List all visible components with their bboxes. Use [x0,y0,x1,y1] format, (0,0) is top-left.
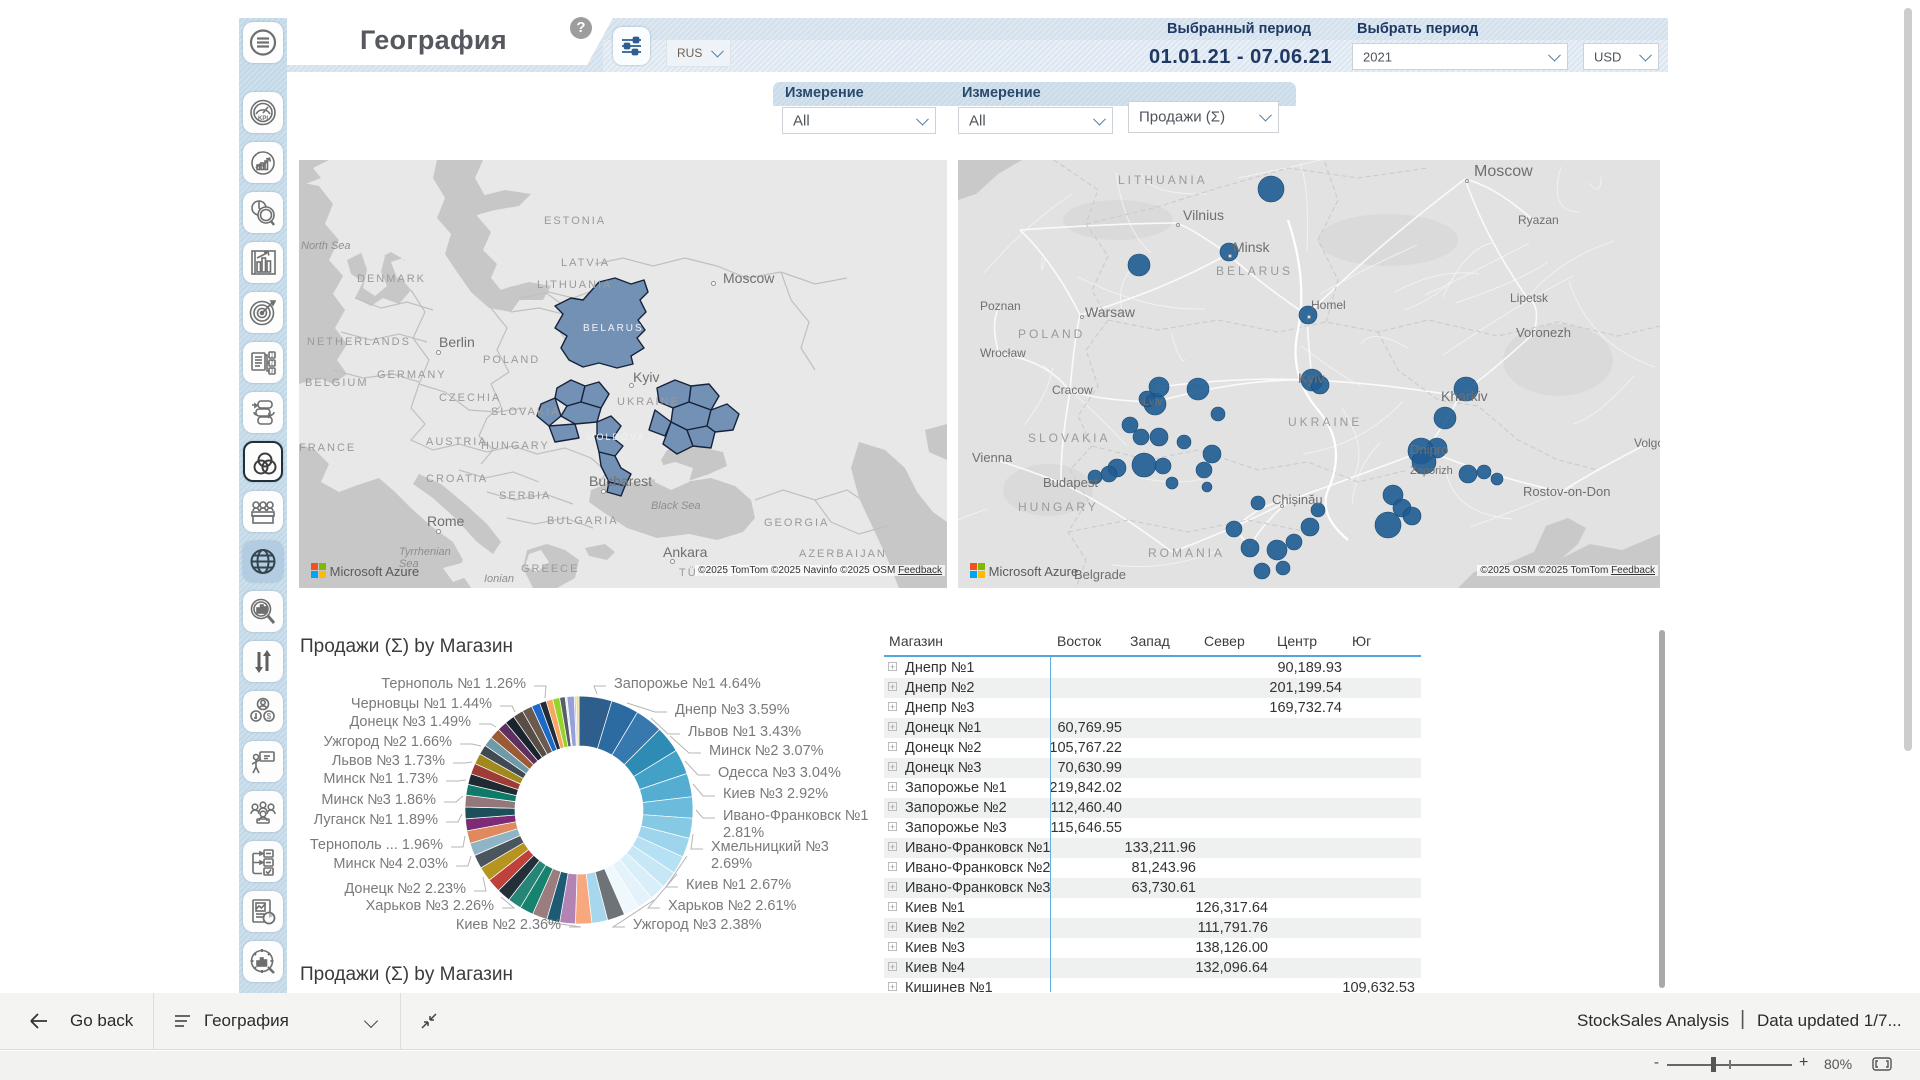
svg-text:2: 2 [271,361,274,367]
svg-text:KPI: KPI [258,116,268,122]
svg-text:3: 3 [271,369,274,375]
svg-text:1: 1 [271,353,274,359]
svg-text:$: $ [267,712,272,721]
